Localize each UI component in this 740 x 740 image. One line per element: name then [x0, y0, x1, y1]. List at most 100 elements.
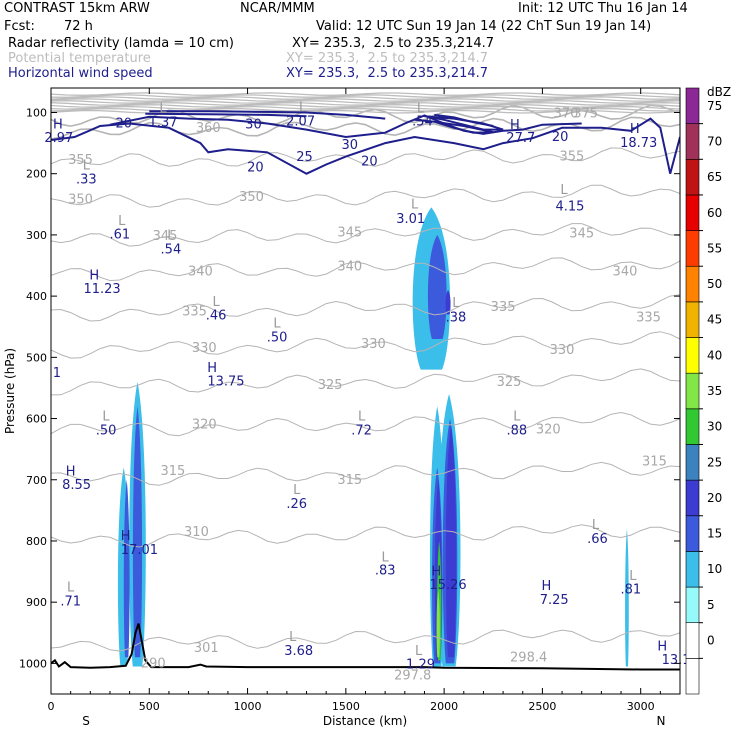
wind-speed-label: 20	[552, 130, 569, 145]
theta-label: 350	[239, 190, 264, 205]
minimum-marker: L	[102, 409, 110, 424]
x-tick-label: 1500	[332, 700, 360, 713]
theta-label: 340	[188, 265, 213, 280]
theta-label: 335	[182, 304, 207, 319]
extremum-value: .33	[76, 173, 97, 188]
south-end-label: S	[82, 714, 90, 728]
minimum-marker: L	[118, 214, 126, 229]
theta-label: 350	[68, 192, 93, 207]
reflectivity-cell	[132, 406, 143, 658]
theta-contour	[51, 368, 680, 396]
theta-label: 310	[184, 525, 209, 540]
theta-contour	[51, 223, 680, 247]
theta-contour	[51, 461, 680, 486]
colorbar-label: 65	[707, 170, 722, 184]
theta-contour	[51, 116, 680, 140]
theta-label: 375	[573, 107, 598, 122]
extremum-value: .54	[412, 114, 433, 129]
maximum-marker: H	[541, 579, 551, 594]
maximum-marker: H	[630, 122, 640, 137]
y-tick-label: 500	[26, 351, 47, 364]
maximum-marker: H	[657, 640, 667, 655]
extremum-value: .83	[375, 564, 396, 579]
reflectivity-cell	[123, 479, 130, 658]
minimum-marker: L	[273, 316, 281, 331]
theta-label: 345	[153, 229, 178, 244]
theta-contour	[51, 524, 680, 548]
theta-contour	[51, 257, 680, 282]
colorbar-swatch	[685, 158, 700, 196]
x-tick-label: 2500	[528, 700, 556, 713]
extremum-value: 1.29	[406, 657, 435, 672]
y-tick-label: 900	[26, 596, 47, 609]
extremum-value: 1.37	[149, 116, 178, 131]
theta-label: 345	[337, 225, 362, 240]
maximum-marker: H	[510, 118, 520, 133]
wind-contour	[414, 118, 494, 134]
theta-contour	[51, 105, 680, 110]
colorbar-swatch	[685, 123, 700, 160]
colorbar-swatch	[685, 444, 700, 481]
y-tick-label: 700	[26, 474, 47, 487]
x-axis-title: Distance (km)	[323, 714, 407, 728]
extremum-value: .26	[286, 497, 307, 512]
y-tick-label: 800	[26, 535, 47, 548]
colorbar-label: 30	[707, 420, 722, 434]
wind-speed-label: 20	[247, 161, 264, 176]
theta-contour	[51, 100, 680, 104]
theta-contour	[51, 92, 680, 96]
theta-label: 360	[196, 121, 221, 136]
field-xy-wind: XY= 235.3, 2.5 to 235.3,214.7	[286, 66, 489, 81]
theta-contour-layer	[51, 92, 680, 652]
minimum-marker: L	[417, 102, 425, 117]
theta-label: 370	[554, 107, 579, 122]
theta-label: 325	[497, 375, 522, 390]
extremum-value: 1	[53, 366, 61, 381]
theta-contour	[51, 411, 680, 437]
extremum-value: 2.07	[286, 114, 315, 129]
colorbar-unit: dBZ	[707, 85, 731, 99]
maximum-marker: H	[89, 269, 99, 284]
minimum-marker: L	[293, 483, 301, 498]
theta-label: 330	[550, 343, 575, 358]
extremum-value: 2.97	[44, 131, 73, 146]
colorbar-swatch	[685, 408, 700, 445]
colorbar: 0 5 10 15 20 25 30 35 40 45 50 55 60 65 70 75	[685, 87, 722, 695]
theta-contour	[51, 96, 680, 100]
wind-contour	[109, 114, 582, 139]
colorbar-label: 60	[707, 206, 722, 220]
theta-label: 320	[536, 423, 561, 438]
wind-speed-label: 30	[342, 138, 359, 153]
extremum-value: 27.7	[506, 131, 535, 146]
reflectivity-cell	[427, 234, 447, 339]
x-tick-label: 2000	[430, 700, 458, 713]
theta-label: 325	[318, 378, 343, 393]
reflectivity-cell	[445, 290, 451, 315]
extremum-value: 13.75	[207, 375, 244, 390]
colorbar-label: 25	[707, 455, 722, 469]
y-tick-label: 300	[26, 229, 47, 242]
minimum-marker: L	[382, 550, 390, 565]
colorbar-label: 5	[707, 598, 715, 612]
colorbar-label: 75	[707, 99, 722, 113]
x-tick-label: 500	[139, 700, 160, 713]
reflectivity-cell	[445, 424, 457, 658]
valid-time: Valid: 12 UTC Sun 19 Jan 14 (22 ChT Sun …	[316, 19, 652, 34]
center-name: NCAR/MMM	[240, 1, 315, 16]
minimum-marker: L	[289, 630, 297, 645]
extremum-value: .38	[446, 310, 467, 325]
minimum-marker: L	[358, 409, 366, 424]
theta-label: 355	[68, 153, 93, 168]
colorbar-label: 40	[707, 348, 722, 362]
colorbar-swatch	[685, 265, 700, 303]
theta-contour	[51, 629, 680, 652]
theta-contour	[51, 98, 680, 102]
field-name-reflectivity: Radar reflectivity (lamda = 10 cm)	[8, 36, 234, 51]
colorbar-swatch	[685, 622, 700, 659]
x-tick-label: 1000	[234, 700, 262, 713]
maximum-marker: H	[121, 529, 131, 544]
theta-label: 340	[613, 265, 638, 280]
minimum-marker: L	[452, 296, 460, 311]
theta-label: 340	[337, 260, 362, 275]
